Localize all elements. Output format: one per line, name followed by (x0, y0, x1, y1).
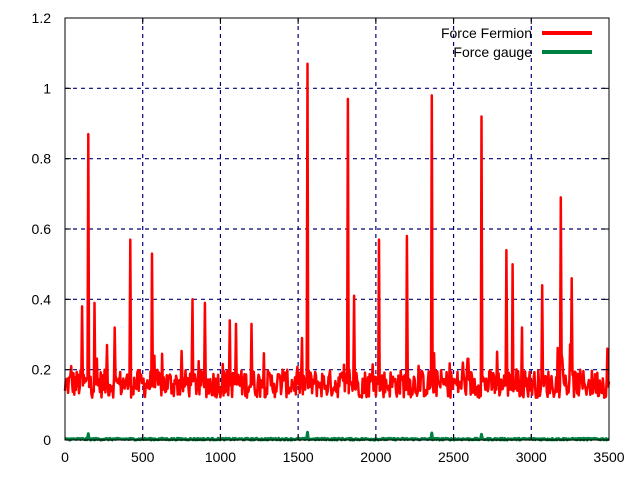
y-tick-label: 0.2 (32, 362, 52, 378)
y-tick-label: 1 (43, 80, 51, 96)
y-tick-label: 0.8 (32, 151, 52, 167)
x-tick-label: 3000 (516, 449, 547, 465)
x-tick-label: 0 (61, 449, 69, 465)
y-tick-label: 0.4 (32, 291, 52, 307)
x-tick-label: 3500 (593, 449, 624, 465)
grid-lines (65, 18, 609, 440)
x-tick-label: 500 (131, 449, 155, 465)
y-tick-label: 0 (43, 432, 51, 448)
x-tick-label: 1000 (205, 449, 236, 465)
axis-ticks (64, 17, 610, 441)
x-tick-labels: 0 500 1000 1500 2000 2500 3000 3500 (61, 449, 625, 465)
x-tick-label: 2000 (360, 449, 391, 465)
x-tick-label: 2500 (438, 449, 469, 465)
y-tick-labels: 0 0.2 0.4 0.6 0.8 1 1.2 (32, 10, 52, 448)
x-tick-label: 1500 (283, 449, 314, 465)
legend: Force Fermion Force gauge (441, 25, 592, 60)
y-tick-label: 0.6 (32, 221, 52, 237)
series-line-force-gauge (64, 430, 610, 442)
y-tick-label: 1.2 (32, 10, 52, 26)
legend-label-force-gauge: Force gauge (453, 44, 532, 60)
series-line-force-fermion (63, 62, 611, 400)
legend-label-force-fermion: Force Fermion (441, 25, 532, 41)
series-layer (63, 62, 611, 442)
